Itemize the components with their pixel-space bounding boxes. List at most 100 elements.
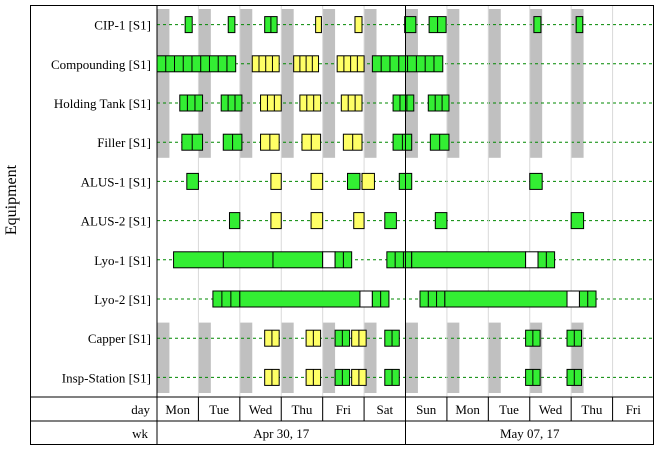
task-block xyxy=(419,290,446,308)
downtime-stripe xyxy=(446,9,460,158)
task-block xyxy=(570,212,585,230)
task-block xyxy=(184,16,193,34)
week-row-label: wk xyxy=(132,426,148,441)
task-bar xyxy=(270,212,282,230)
task-bar xyxy=(566,329,583,347)
task-block xyxy=(179,94,204,112)
task-block xyxy=(220,94,243,112)
downtime-stripe xyxy=(488,322,501,393)
task-bar xyxy=(371,55,444,73)
task-bar xyxy=(220,94,243,112)
task-bar xyxy=(299,94,322,112)
task-bar xyxy=(351,329,367,347)
task-bar xyxy=(351,368,367,386)
task-bar xyxy=(529,172,543,190)
day-row-label: day xyxy=(131,402,150,417)
row-label: Filler [S1] xyxy=(97,135,151,150)
task-block xyxy=(386,251,413,269)
task-block xyxy=(156,55,237,73)
task-block xyxy=(361,172,375,190)
task-block xyxy=(384,212,397,230)
day-tick-label: Fri xyxy=(336,402,352,417)
task-bar xyxy=(179,94,204,112)
task-bar xyxy=(173,251,324,269)
task-bar xyxy=(427,94,450,112)
downtime-stripe xyxy=(529,9,543,158)
downtime-stripe xyxy=(488,9,501,158)
task-block xyxy=(533,16,542,34)
downtime-stripe xyxy=(157,9,170,158)
task-bar xyxy=(334,368,351,386)
task-bar xyxy=(411,251,527,269)
task-bar xyxy=(566,290,580,308)
week-tick-label: May 07, 17 xyxy=(500,426,560,441)
task-bar xyxy=(354,16,363,34)
task-bar xyxy=(293,55,320,73)
downtime-stripe xyxy=(364,322,377,393)
task-bar xyxy=(227,16,236,34)
row-label: Lyo-2 [S1] xyxy=(94,292,151,307)
row-label: ALUS-2 [S1] xyxy=(81,214,151,229)
downtime-stripe xyxy=(239,9,253,158)
downtime-stripe xyxy=(446,322,460,393)
task-bar xyxy=(342,133,363,151)
row-label: Holding Tank [S1] xyxy=(54,96,151,111)
task-bar xyxy=(525,251,539,269)
label-layer: CIP-1 [S1] Compounding [S1] Holding Tank [… xyxy=(51,18,641,441)
task-bar xyxy=(184,16,193,34)
task-block xyxy=(353,212,365,230)
row-label: Compounding [S1] xyxy=(51,57,151,72)
task-block xyxy=(525,251,539,269)
task-bar xyxy=(301,133,322,151)
task-bar xyxy=(347,172,361,190)
task-block xyxy=(575,16,584,34)
day-tick-label: Mon xyxy=(165,402,190,417)
task-bar xyxy=(264,16,278,34)
task-bar xyxy=(334,329,351,347)
downtime-stripe xyxy=(571,9,584,158)
downtime-stripe xyxy=(281,9,294,158)
task-block xyxy=(347,172,361,190)
task-bar xyxy=(578,290,597,308)
task-block xyxy=(427,94,450,112)
downtime-stripe xyxy=(157,322,170,393)
task-bar xyxy=(353,212,365,230)
task-bar xyxy=(222,133,243,151)
task-bar xyxy=(525,329,541,347)
task-block xyxy=(444,290,568,308)
task-bar xyxy=(186,172,199,190)
frame-layer xyxy=(30,5,654,445)
task-block xyxy=(392,94,415,112)
task-block xyxy=(270,212,282,230)
task-bar xyxy=(228,212,241,230)
task-block xyxy=(212,290,241,308)
task-block xyxy=(239,290,361,308)
week-tick-label: Apr 30, 17 xyxy=(253,426,309,441)
task-block xyxy=(315,16,322,34)
day-tick-label: Fri xyxy=(626,402,642,417)
task-bar xyxy=(310,172,324,190)
task-block xyxy=(529,172,543,190)
task-block xyxy=(359,290,373,308)
task-bar xyxy=(264,368,280,386)
task-bar xyxy=(566,368,583,386)
task-block xyxy=(340,94,363,112)
task-bar xyxy=(239,290,361,308)
task-bar xyxy=(336,55,365,73)
y-axis-title: Equipment xyxy=(3,164,20,235)
day-tick-label: Tue xyxy=(209,402,229,417)
task-bar xyxy=(371,290,390,308)
outer-frame xyxy=(30,5,654,445)
task-bar xyxy=(260,133,280,151)
task-block xyxy=(322,251,336,269)
task-bar xyxy=(260,94,282,112)
task-bar xyxy=(305,368,322,386)
downtime-stripe xyxy=(405,9,418,158)
task-bar xyxy=(570,212,585,230)
day-tick-label: Thu xyxy=(291,402,312,417)
task-block xyxy=(173,251,324,269)
task-block xyxy=(566,290,580,308)
task-block xyxy=(434,212,448,230)
task-bar xyxy=(315,16,322,34)
